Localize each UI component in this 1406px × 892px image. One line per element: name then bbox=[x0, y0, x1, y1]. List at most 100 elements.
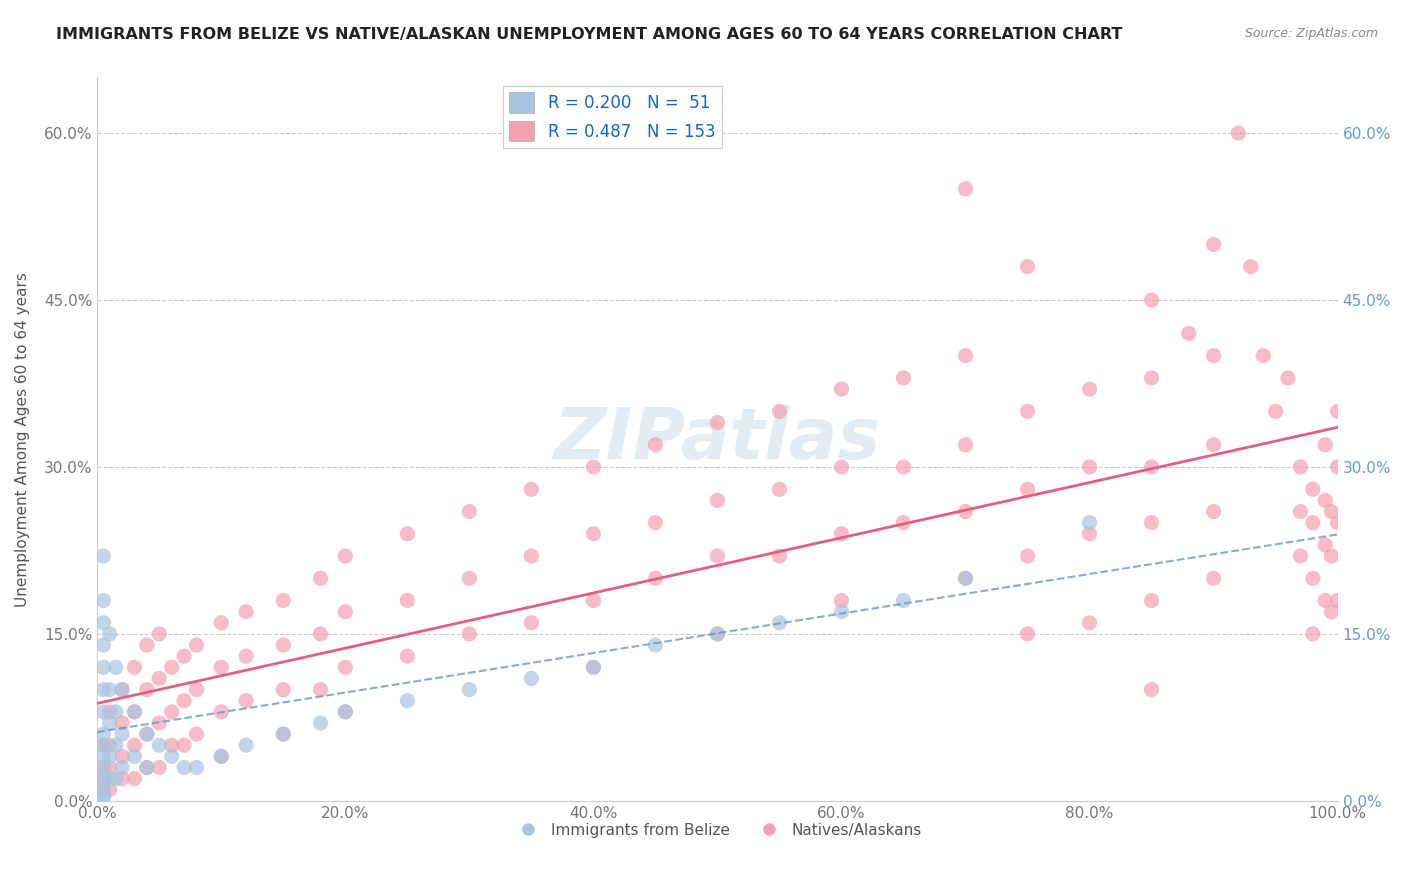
Point bbox=[309, 682, 332, 697]
Point bbox=[1202, 237, 1225, 252]
Point bbox=[1202, 504, 1225, 518]
Point bbox=[93, 615, 115, 630]
Point bbox=[520, 672, 543, 686]
Point bbox=[644, 438, 666, 452]
Point bbox=[335, 549, 357, 563]
Text: IMMIGRANTS FROM BELIZE VS NATIVE/ALASKAN UNEMPLOYMENT AMONG AGES 60 TO 64 YEARS : IMMIGRANTS FROM BELIZE VS NATIVE/ALASKAN… bbox=[56, 27, 1122, 42]
Point bbox=[1302, 571, 1324, 585]
Point bbox=[98, 627, 121, 641]
Point bbox=[830, 460, 852, 475]
Point bbox=[706, 549, 728, 563]
Point bbox=[209, 615, 232, 630]
Point bbox=[706, 627, 728, 641]
Point bbox=[93, 760, 115, 774]
Point bbox=[104, 772, 127, 786]
Point bbox=[1315, 438, 1337, 452]
Point bbox=[1302, 482, 1324, 496]
Point bbox=[160, 749, 183, 764]
Point bbox=[93, 738, 115, 752]
Point bbox=[235, 605, 257, 619]
Point bbox=[111, 749, 134, 764]
Point bbox=[309, 627, 332, 641]
Point bbox=[111, 727, 134, 741]
Point bbox=[893, 593, 915, 607]
Point bbox=[955, 571, 977, 585]
Point bbox=[1227, 126, 1250, 140]
Point bbox=[955, 504, 977, 518]
Point bbox=[1277, 371, 1299, 385]
Point bbox=[124, 772, 146, 786]
Point bbox=[582, 660, 605, 674]
Point bbox=[98, 760, 121, 774]
Point bbox=[124, 749, 146, 764]
Point bbox=[1326, 460, 1348, 475]
Point bbox=[235, 738, 257, 752]
Point bbox=[235, 649, 257, 664]
Point bbox=[1302, 516, 1324, 530]
Point bbox=[458, 571, 481, 585]
Point bbox=[893, 460, 915, 475]
Point bbox=[271, 727, 294, 741]
Point bbox=[335, 605, 357, 619]
Point bbox=[582, 593, 605, 607]
Point bbox=[955, 571, 977, 585]
Point bbox=[1289, 504, 1312, 518]
Point bbox=[335, 660, 357, 674]
Point bbox=[98, 749, 121, 764]
Point bbox=[93, 789, 115, 803]
Point bbox=[1302, 627, 1324, 641]
Point bbox=[1078, 615, 1101, 630]
Point bbox=[209, 749, 232, 764]
Point bbox=[135, 727, 157, 741]
Point bbox=[93, 791, 115, 805]
Point bbox=[1017, 404, 1039, 418]
Point bbox=[520, 549, 543, 563]
Point bbox=[1017, 627, 1039, 641]
Point bbox=[104, 705, 127, 719]
Point bbox=[335, 705, 357, 719]
Point bbox=[93, 593, 115, 607]
Point bbox=[160, 705, 183, 719]
Point bbox=[135, 682, 157, 697]
Point bbox=[135, 727, 157, 741]
Point bbox=[706, 416, 728, 430]
Point bbox=[98, 705, 121, 719]
Point bbox=[1017, 482, 1039, 496]
Point bbox=[644, 638, 666, 652]
Point bbox=[1320, 605, 1343, 619]
Point bbox=[124, 660, 146, 674]
Point bbox=[104, 660, 127, 674]
Point bbox=[309, 716, 332, 731]
Point bbox=[173, 760, 195, 774]
Point bbox=[893, 371, 915, 385]
Point bbox=[644, 571, 666, 585]
Point bbox=[98, 738, 121, 752]
Point bbox=[955, 182, 977, 196]
Point bbox=[111, 682, 134, 697]
Point bbox=[1202, 571, 1225, 585]
Point bbox=[1078, 382, 1101, 396]
Point bbox=[955, 438, 977, 452]
Point bbox=[186, 760, 208, 774]
Point bbox=[1315, 538, 1337, 552]
Point bbox=[148, 716, 170, 731]
Point bbox=[111, 760, 134, 774]
Point bbox=[148, 627, 170, 641]
Point bbox=[209, 660, 232, 674]
Point bbox=[111, 716, 134, 731]
Point bbox=[1320, 549, 1343, 563]
Point bbox=[271, 593, 294, 607]
Point bbox=[582, 460, 605, 475]
Point bbox=[768, 482, 790, 496]
Point bbox=[148, 672, 170, 686]
Point bbox=[768, 615, 790, 630]
Point bbox=[271, 727, 294, 741]
Point bbox=[1140, 371, 1163, 385]
Point bbox=[124, 705, 146, 719]
Point bbox=[768, 549, 790, 563]
Point bbox=[520, 482, 543, 496]
Point bbox=[582, 660, 605, 674]
Point bbox=[135, 638, 157, 652]
Point bbox=[1289, 549, 1312, 563]
Point bbox=[830, 593, 852, 607]
